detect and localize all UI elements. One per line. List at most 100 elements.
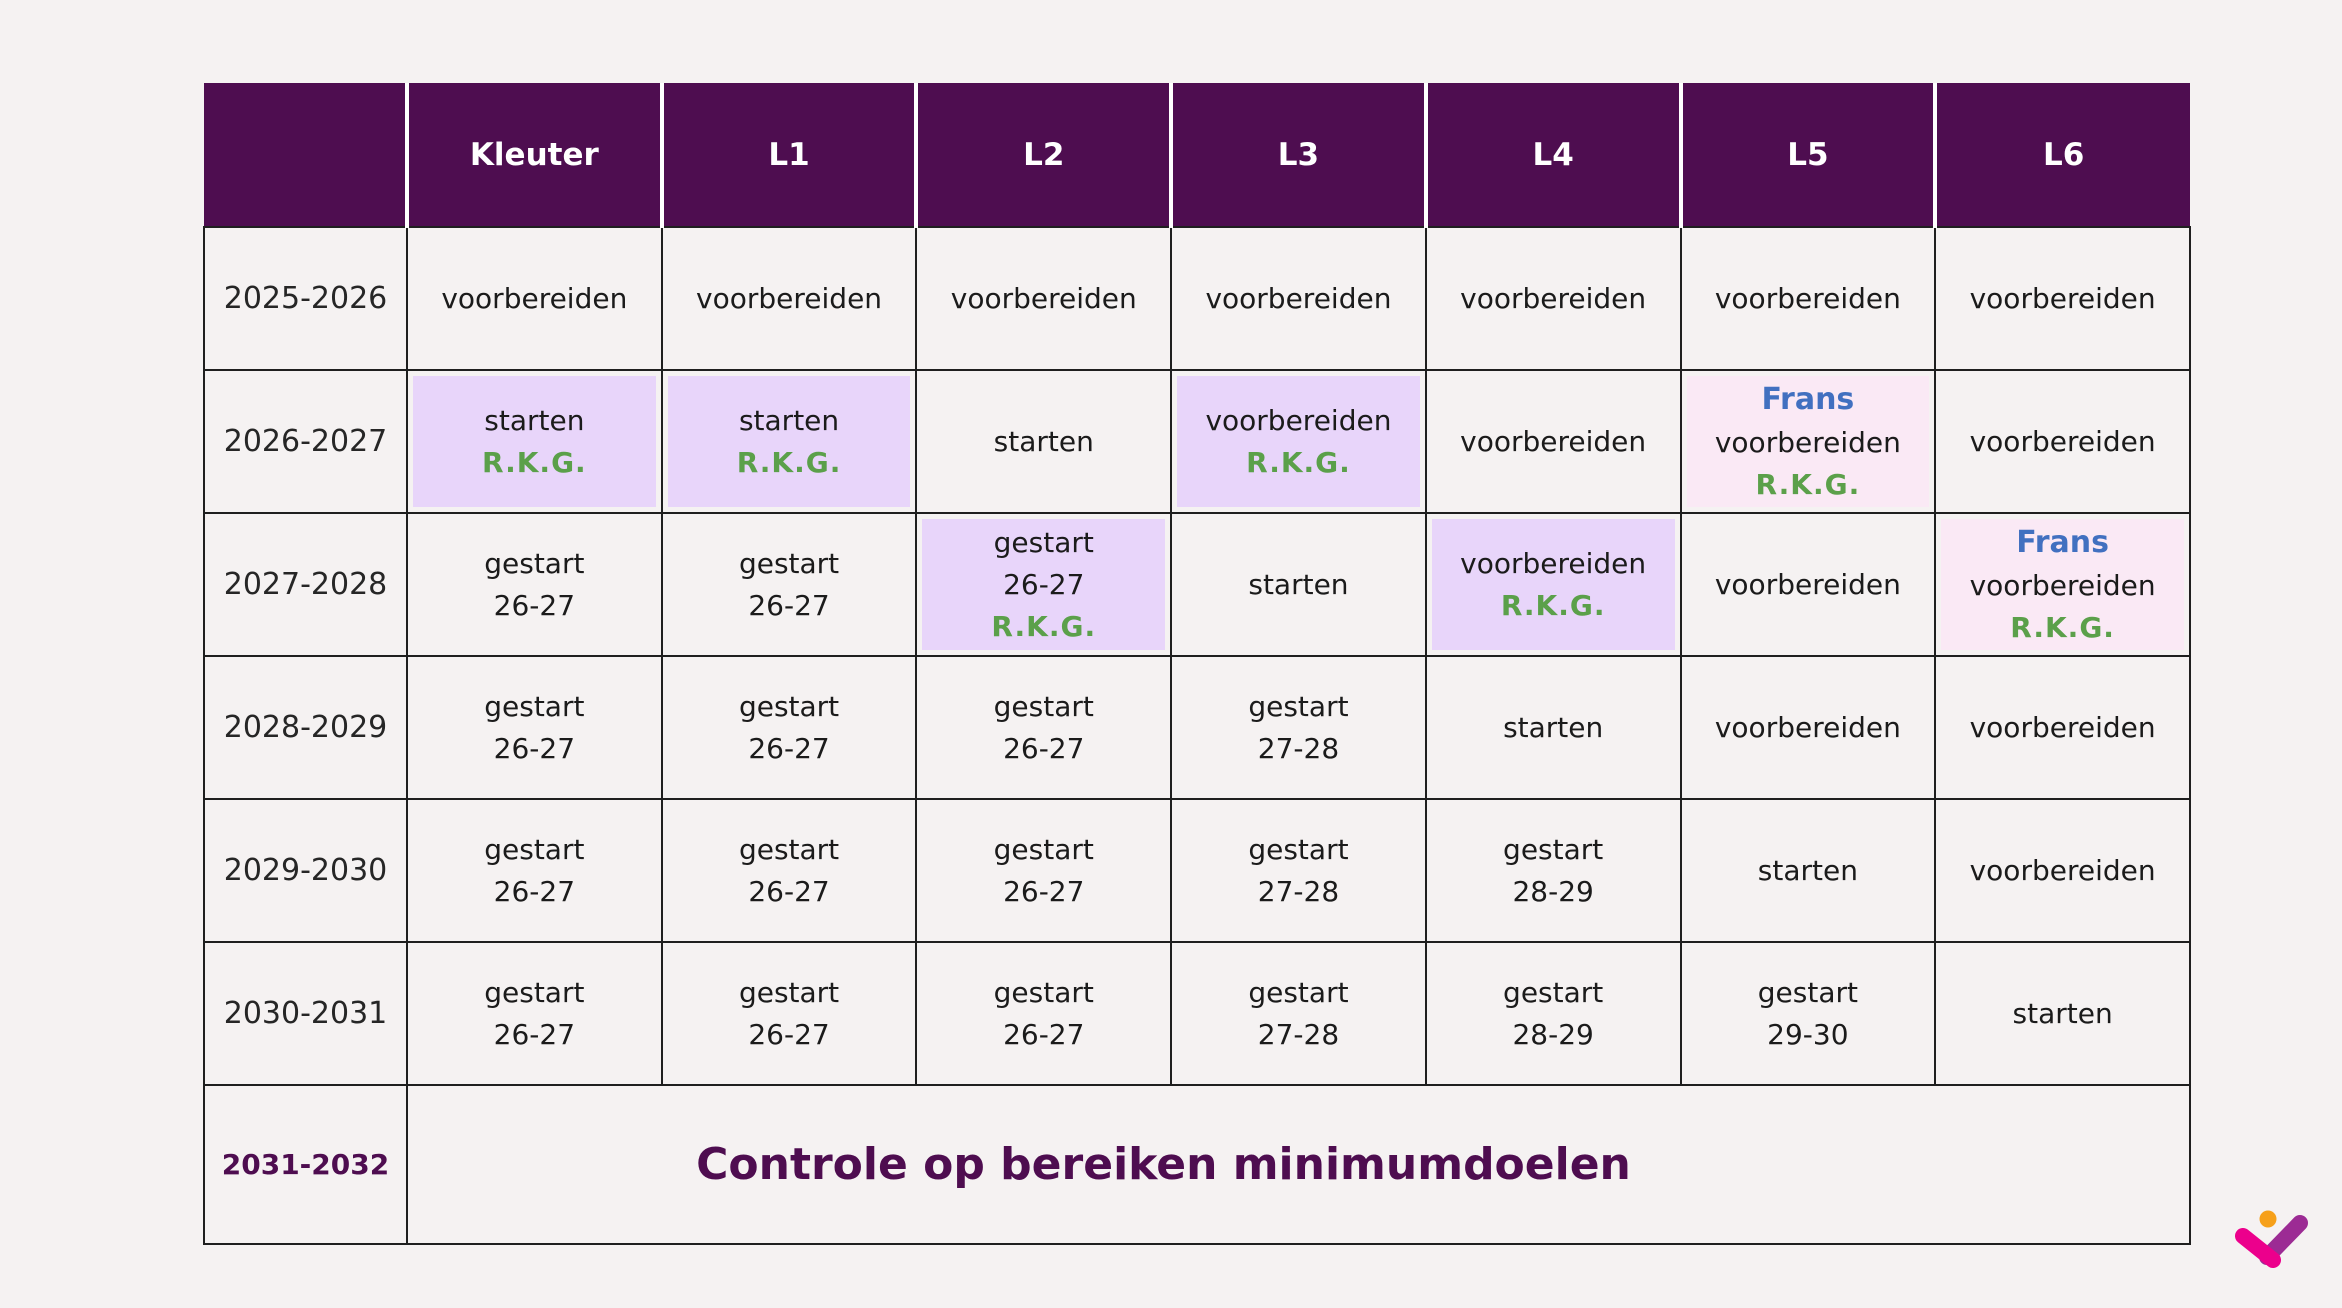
cell-text: voorbereiden bbox=[1969, 424, 2156, 458]
cell-text: gestart bbox=[484, 689, 585, 723]
footer-row: 2031-2032 Controle op bereiken minimumdo… bbox=[203, 1084, 2191, 1245]
cell-text: voorbereiden bbox=[1714, 710, 1901, 744]
header-cell-l6: L6 bbox=[1933, 83, 2190, 227]
cell-text: 26-27 bbox=[493, 874, 576, 908]
cell-text: 26-27 bbox=[1003, 567, 1085, 601]
schedule-cell: gestart 26-27 bbox=[406, 941, 663, 1086]
schedule-cell: voorbereiden bbox=[915, 226, 1173, 371]
schedule-cell: voorbereiden bbox=[406, 226, 663, 371]
cell-text: 26-27 bbox=[1003, 1017, 1085, 1051]
cell-text: gestart bbox=[993, 975, 1094, 1009]
rkg-label: R.K.G. bbox=[991, 609, 1097, 643]
schedule-cell: gestart 26-27 bbox=[660, 512, 918, 657]
cell-text: 26-27 bbox=[748, 588, 830, 622]
cell-text: gestart bbox=[1503, 832, 1604, 866]
schedule-cell: starten R.K.G. bbox=[406, 369, 663, 514]
schedule-body: 2025-2026 voorbereiden voorbereiden voorber… bbox=[203, 226, 2191, 1086]
cell-text: voorbereiden bbox=[1205, 403, 1392, 437]
table-row: 2029-2030 gestart 26-27 gestart 26-27 gestart… bbox=[203, 798, 2191, 943]
header-cell-l3: L3 bbox=[1169, 83, 1426, 227]
cell-text: starten bbox=[484, 403, 585, 437]
schedule-cell: gestart 26-27 bbox=[915, 798, 1173, 943]
cell-text: starten bbox=[993, 424, 1094, 458]
year-cell: 2030-2031 bbox=[203, 941, 408, 1086]
schedule-cell: Frans voorbereiden R.K.G. bbox=[1934, 512, 2191, 657]
schedule-footer: 2031-2032 Controle op bereiken minimumdo… bbox=[203, 1084, 2191, 1245]
cell-text: gestart bbox=[1248, 689, 1349, 723]
cell-text: starten bbox=[2012, 996, 2113, 1030]
table-row: 2027-2028 gestart 26-27 gestart 26-27 gestart… bbox=[203, 512, 2191, 657]
schedule-cell: gestart 27-28 bbox=[1170, 941, 1427, 1086]
cell-text: 28-29 bbox=[1512, 1017, 1594, 1051]
cell-text: voorbereiden bbox=[1460, 281, 1647, 315]
logo-check-left-stroke bbox=[2235, 1228, 2281, 1268]
cell-text: 26-27 bbox=[493, 588, 576, 622]
schedule-cell: gestart 26-27 bbox=[915, 941, 1173, 1086]
cell-text: 26-27 bbox=[493, 1017, 576, 1051]
cell-text: 26-27 bbox=[748, 1017, 830, 1051]
schedule-cell: starten bbox=[915, 369, 1173, 514]
schedule-cell: voorbereiden R.K.G. bbox=[1170, 369, 1427, 514]
schedule-cell: starten bbox=[1679, 798, 1937, 943]
table-row: 2025-2026 voorbereiden voorbereiden voorber… bbox=[203, 226, 2191, 371]
header-row: Kleuter L1 L2 L3 L4 L5 L6 bbox=[204, 83, 2190, 227]
schedule-cell: gestart 26-27 bbox=[660, 655, 918, 800]
rkg-label: R.K.G. bbox=[1500, 588, 1606, 622]
cell-text: gestart bbox=[1248, 975, 1349, 1009]
cell-text: 26-27 bbox=[1003, 731, 1085, 765]
schedule-cell: voorbereiden bbox=[1424, 369, 1682, 514]
cell-text: 26-27 bbox=[748, 731, 830, 765]
schedule-cell: gestart 26-27 bbox=[406, 512, 663, 657]
cell-text: voorbereiden bbox=[1460, 424, 1647, 458]
rkg-label: R.K.G. bbox=[2010, 611, 2115, 644]
schedule-cell: voorbereiden bbox=[1934, 369, 2191, 514]
cell-text: gestart bbox=[1248, 832, 1349, 866]
cell-text: gestart bbox=[738, 832, 840, 866]
schedule-cell: gestart 29-30 bbox=[1679, 941, 1937, 1086]
rkg-label: R.K.G. bbox=[1755, 468, 1861, 501]
cell-text: voorbereiden bbox=[1969, 281, 2156, 315]
header-cell-l1: L1 bbox=[659, 83, 917, 227]
cell-text: gestart bbox=[1503, 975, 1604, 1009]
cell-text: starten bbox=[1503, 710, 1604, 744]
cell-text: 26-27 bbox=[1003, 874, 1085, 908]
schedule-cell: gestart 27-28 bbox=[1170, 655, 1427, 800]
schedule-cell: voorbereiden R.K.G. bbox=[1424, 512, 1682, 657]
header-cell-kleuter: Kleuter bbox=[405, 83, 662, 227]
rkg-label: R.K.G. bbox=[482, 445, 587, 479]
schedule-cell: gestart 28-29 bbox=[1424, 941, 1682, 1086]
header-cell-empty bbox=[204, 83, 407, 227]
cell-text: voorbereiden bbox=[1714, 426, 1901, 459]
schedule-cell: voorbereiden bbox=[1170, 226, 1427, 371]
schedule-cell: voorbereiden bbox=[1934, 798, 2191, 943]
cell-text: voorbereiden bbox=[696, 281, 883, 315]
cell-text: 26-27 bbox=[493, 731, 576, 765]
cell-text: gestart bbox=[484, 546, 585, 580]
cell-text: voorbereiden bbox=[441, 281, 628, 315]
cell-text: voorbereiden bbox=[1205, 281, 1392, 315]
cell-text: starten bbox=[1248, 567, 1349, 601]
cell-text: 27-28 bbox=[1257, 874, 1340, 908]
cell-text: 27-28 bbox=[1257, 731, 1340, 765]
frans-label: Frans bbox=[2016, 525, 2110, 560]
year-cell: 2028-2029 bbox=[203, 655, 408, 800]
header-cell-l4: L4 bbox=[1423, 83, 1681, 227]
schedule-cell: voorbereiden bbox=[1679, 655, 1937, 800]
schedule-cell: gestart 26-27 bbox=[660, 941, 918, 1086]
cell-text: 26-27 bbox=[748, 874, 830, 908]
cell-text: gestart bbox=[484, 832, 585, 866]
footer-label-cell: Controle op bereiken minimumdoelen bbox=[406, 1084, 2191, 1245]
rkg-label: R.K.G. bbox=[736, 445, 842, 479]
cell-text: voorbereiden bbox=[1714, 281, 1901, 315]
schedule-cell: voorbereiden bbox=[1679, 226, 1937, 371]
schedule-cell: starten R.K.G. bbox=[660, 369, 918, 514]
cell-text: 29-30 bbox=[1767, 1017, 1849, 1051]
logo-dot bbox=[2259, 1210, 2277, 1228]
cell-text: gestart bbox=[738, 546, 840, 580]
cell-text: voorbereiden bbox=[950, 281, 1137, 315]
schedule-table: Kleuter L1 L2 L3 L4 L5 L6 2025-2026 voorb… bbox=[203, 83, 2191, 1245]
schedule-cell: starten bbox=[1934, 941, 2191, 1086]
schedule-header: Kleuter L1 L2 L3 L4 L5 L6 bbox=[204, 83, 2190, 227]
cell-text: gestart bbox=[993, 689, 1094, 723]
cell-text: voorbereiden bbox=[1969, 569, 2156, 602]
